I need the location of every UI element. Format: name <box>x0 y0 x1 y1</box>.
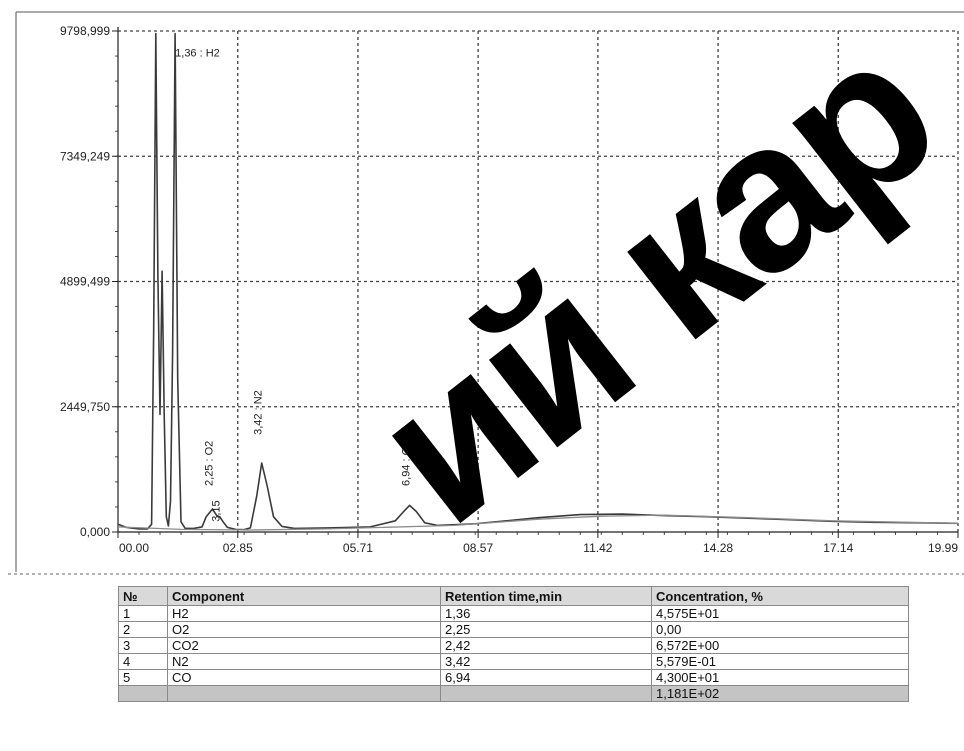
peak-label: 1,36 : H2 <box>175 48 220 60</box>
cell-concentration: 5,579E-01 <box>651 653 909 670</box>
x-tick-label: 19.99 <box>928 541 958 555</box>
cell-total-concentration: 1,181E+02 <box>651 685 909 702</box>
peak-label: 2,25 : O2 <box>204 441 216 486</box>
cell-retention-time: 3,42 <box>440 653 652 670</box>
cell-concentration: 4,300E+01 <box>651 669 909 686</box>
table-row: 3 CO2 2,42 6,572E+00 <box>118 637 909 654</box>
cell-retention-time: 2,42 <box>440 637 652 654</box>
peak-label: 3,42 : N2 <box>253 390 265 435</box>
grid-lines <box>118 30 959 532</box>
series-line-baseline <box>117 514 959 531</box>
table-total-row: 1,181E+02 <box>118 685 909 702</box>
cell-number: 1 <box>118 605 168 622</box>
cell-concentration: 4,575E+01 <box>651 605 909 622</box>
cell-retention-time: 6,94 <box>440 669 652 686</box>
header-concentration: Concentration, % <box>651 586 909 606</box>
x-tick-label: 02.85 <box>223 541 253 555</box>
cell-component: CO2 <box>167 637 441 654</box>
cell-number: 3 <box>118 637 168 654</box>
header-retention-time: Retention time,min <box>440 586 652 606</box>
chromatogram-chart: 0,000 2449,750 4899,499 7349,249 9798,999 00.… <box>8 11 964 575</box>
x-tick-label: 05.71 <box>343 541 373 555</box>
peak-labels: 1,36 : H2 2,25 : O2 3,15 3,42 : N2 6,94 : CO <box>175 48 412 522</box>
cell-retention-time: 1,36 <box>440 605 652 622</box>
results-table: № Component Retention time,min Concentra… <box>118 586 909 702</box>
x-tick-label: 00.00 <box>119 541 149 555</box>
header-number: № <box>118 586 168 606</box>
cell-component: O2 <box>167 621 441 638</box>
table-row: 4 N2 3,42 5,579E-01 <box>118 653 909 670</box>
cell-component: CO <box>167 669 441 686</box>
cell-number: 2 <box>118 621 168 638</box>
x-tick-label: 08.57 <box>463 541 493 555</box>
cell-number: 4 <box>118 653 168 670</box>
table-header-row: № Component Retention time,min Concentra… <box>118 586 909 606</box>
table-row: 1 H2 1,36 4,575E+01 <box>118 605 909 622</box>
x-tick-label: 17.14 <box>823 541 853 555</box>
y-tick-label: 9798,999 <box>60 24 110 38</box>
peak-label: 6,94 : CO <box>401 438 413 486</box>
cell-number: 5 <box>118 669 168 686</box>
cell-number <box>118 685 168 702</box>
y-tick-label: 0,000 <box>80 525 110 539</box>
cell-retention-time <box>440 685 652 702</box>
cell-concentration: 0,00 <box>651 621 909 638</box>
table-row: 2 O2 2,25 0,00 <box>118 621 909 638</box>
cell-component: N2 <box>167 653 441 670</box>
series-group <box>117 32 959 531</box>
x-tick-label: 14.28 <box>703 541 733 555</box>
y-tick-label: 7349,249 <box>60 149 110 163</box>
cell-retention-time: 2,25 <box>440 621 652 638</box>
peak-label: 3,15 <box>211 500 223 521</box>
axes: 0,000 2449,750 4899,499 7349,249 9798,999 00.… <box>60 24 959 555</box>
y-tick-label: 4899,499 <box>60 275 110 289</box>
chart-frame <box>8 11 964 575</box>
cell-component <box>167 685 441 702</box>
y-tick-label: 2449,750 <box>60 400 110 414</box>
table-row: 5 CO 6,94 4,300E+01 <box>118 669 909 686</box>
header-component: Component <box>167 586 441 606</box>
x-tick-label: 11.42 <box>583 541 612 555</box>
cell-concentration: 6,572E+00 <box>651 637 909 654</box>
cell-component: H2 <box>167 605 441 622</box>
